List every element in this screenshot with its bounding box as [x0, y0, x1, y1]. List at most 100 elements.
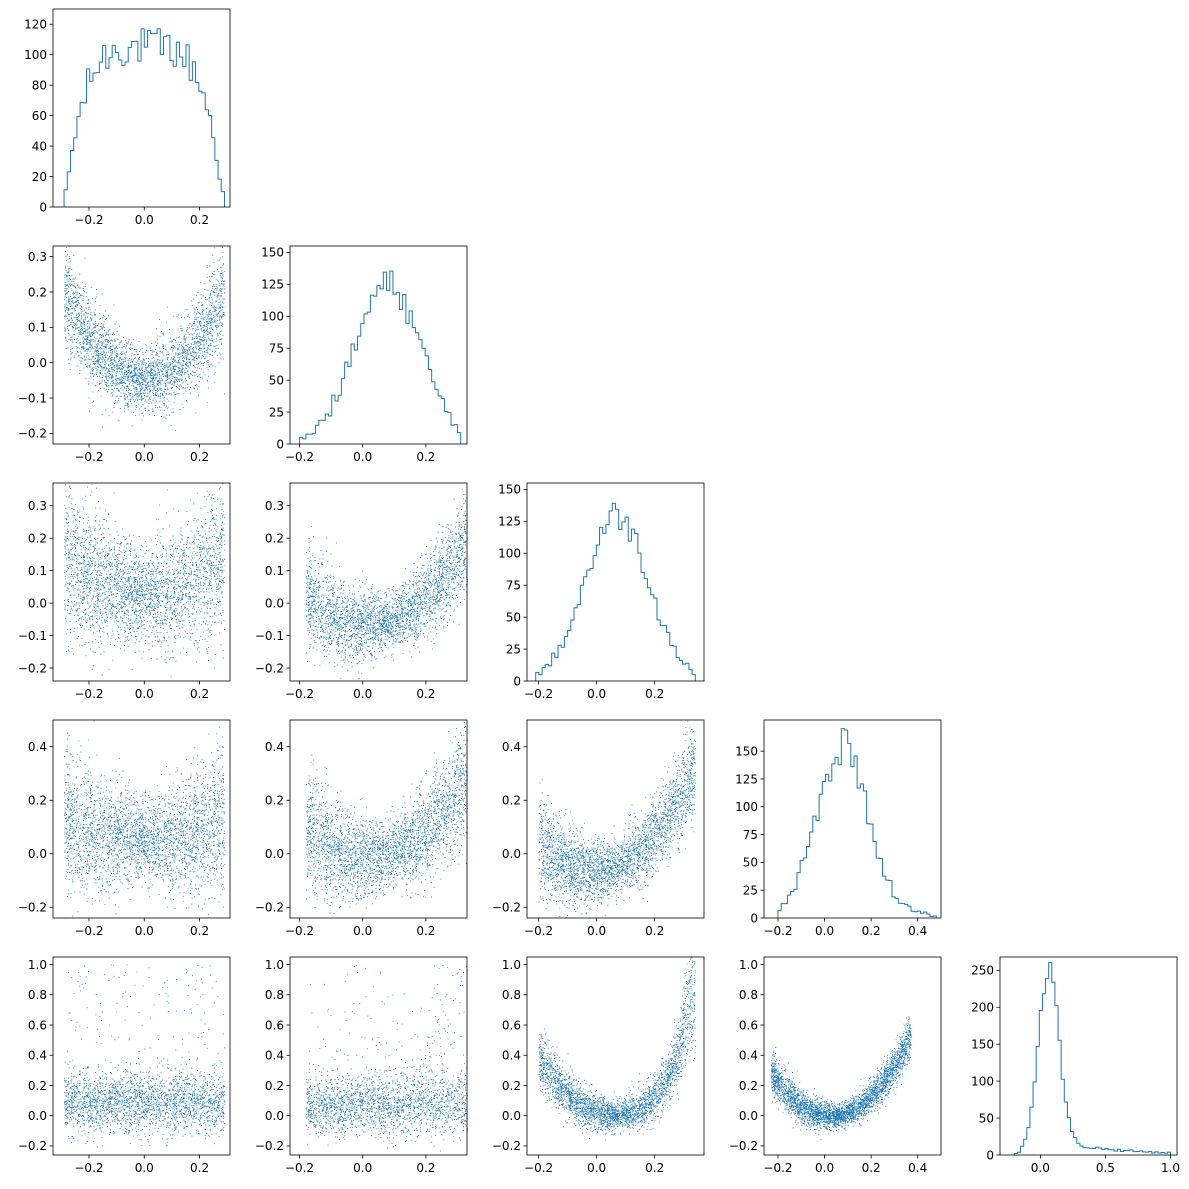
y-tick-label: 0	[39, 200, 47, 214]
y-tick-label: 150	[735, 744, 758, 758]
x-tick-label: −0.2	[285, 450, 314, 464]
y-tick-label: −0.2	[729, 1139, 758, 1153]
y-tick-label: 250	[971, 964, 994, 978]
scatter-points	[305, 965, 468, 1152]
y-tick-label: 100	[498, 547, 521, 561]
y-tick-label: −0.2	[255, 661, 284, 675]
y-tick-label: 0.1	[265, 564, 284, 578]
x-tick-label: −0.2	[285, 1161, 314, 1175]
x-tick-label: 0.0	[135, 450, 154, 464]
y-tick-label: 50	[979, 1111, 994, 1125]
scatter-panel-2-1: −0.2 0.0 0.2 −0.2 −0.1 0.0 0.1 0.2 0.3	[255, 482, 468, 701]
scatter-points	[64, 245, 226, 431]
y-tick-label: 0.2	[28, 1079, 47, 1093]
x-tick-label: 0.0	[1031, 1161, 1050, 1175]
y-tick-label: 100	[261, 310, 284, 324]
x-tick-label: 0.2	[190, 924, 209, 938]
y-tick-label: 0.6	[502, 1018, 521, 1032]
y-tick-label: 0.4	[502, 740, 521, 754]
x-tick-label: −0.2	[524, 1161, 553, 1175]
y-tick-label: 0.4	[739, 1049, 758, 1063]
y-tick-label: 0.4	[265, 740, 284, 754]
scatter-panel-4-2: −0.2 0.0 0.2 −0.2 0.0 0.2 0.4 0.6 0.8 1.0	[492, 956, 705, 1175]
y-tick-label: 0.0	[265, 596, 284, 610]
y-tick-label: −0.1	[18, 629, 47, 643]
y-tick-label: −0.2	[255, 1139, 284, 1153]
y-tick-label: 100	[971, 1074, 994, 1088]
histogram-panel-4-4: 0.0 0.5 1.0 0 50 100 150 200 250	[971, 956, 1180, 1175]
scatter-points	[64, 483, 226, 678]
y-tick-label: 25	[269, 405, 284, 419]
x-tick-label: 0.4	[908, 1161, 927, 1175]
histogram-step-line	[777, 728, 937, 918]
scatter-points	[538, 956, 696, 1141]
y-tick-label: 0.0	[28, 1109, 47, 1123]
scatter-panel-4-1: −0.2 0.0 0.2 −0.2 0.0 0.2 0.4 0.6 0.8 1.0	[255, 956, 468, 1175]
y-tick-label: 0.2	[502, 794, 521, 808]
y-tick-label: 0.2	[265, 794, 284, 808]
x-tick-label: 0.0	[353, 450, 372, 464]
x-tick-label: 0.0	[353, 924, 372, 938]
axes-frame	[289, 482, 468, 682]
y-tick-label: 0.6	[28, 1018, 47, 1032]
x-tick-label: 0.2	[190, 450, 209, 464]
scatter-points	[305, 488, 468, 679]
x-tick-label: 0.0	[135, 924, 154, 938]
histogram-step-line	[535, 502, 696, 681]
y-tick-label: 0.1	[28, 564, 47, 578]
y-tick-label: 75	[269, 341, 284, 355]
histogram-panel-0-0: −0.2 0.0 0.2 0 20 40 60 80 100 120	[24, 8, 231, 227]
histogram-panel-1-1: −0.2 0.0 0.2 0 25 50 75 100 125 150	[261, 245, 468, 464]
y-tick-label: 0.2	[502, 1079, 521, 1093]
y-tick-label: 0	[276, 437, 284, 451]
axes-frame	[52, 719, 231, 919]
axes-frame	[526, 956, 705, 1156]
axes-frame	[526, 719, 705, 919]
y-tick-label: 0.0	[739, 1109, 758, 1123]
x-tick-label: 0.2	[190, 1161, 209, 1175]
y-tick-label: 0.0	[28, 596, 47, 610]
axes-frame	[289, 245, 468, 445]
y-tick-label: 150	[261, 246, 284, 260]
y-tick-label: 1.0	[265, 958, 284, 972]
y-tick-label: 0.4	[28, 1049, 47, 1063]
x-tick-label: 0.2	[645, 687, 664, 701]
y-tick-label: 0.2	[28, 531, 47, 545]
y-tick-label: 0.3	[265, 499, 284, 513]
scatter-panel-4-0: −0.2 0.0 0.2 −0.2 0.0 0.2 0.4 0.6 0.8 1.0	[18, 956, 231, 1175]
x-tick-label: −0.2	[763, 1161, 792, 1175]
x-tick-label: 0.0	[353, 1161, 372, 1175]
axes-frame	[289, 719, 468, 919]
scatter-panel-1-0: −0.2 0.0 0.2 −0.2 −0.1 0.0 0.1 0.2 0.3	[18, 245, 231, 464]
y-tick-label: 1.0	[502, 958, 521, 972]
x-tick-label: 0.0	[587, 687, 606, 701]
y-tick-label: 50	[506, 610, 521, 624]
histogram-panel-3-3: −0.2 0.0 0.2 0.4 0 25 50 75 100 125 150	[735, 719, 942, 938]
y-tick-label: 0.3	[28, 499, 47, 513]
y-tick-label: 50	[269, 373, 284, 387]
x-tick-label: 0.2	[862, 1161, 881, 1175]
y-tick-label: 120	[24, 18, 47, 32]
y-tick-label: −0.1	[18, 391, 47, 405]
x-tick-label: 0.0	[587, 1161, 606, 1175]
x-tick-label: 0.0	[587, 924, 606, 938]
scatter-points	[64, 720, 226, 919]
y-tick-label: 125	[498, 515, 521, 529]
y-tick-label: 0.2	[265, 531, 284, 545]
scatter-panel-4-3: −0.2 0.0 0.2 0.4 −0.2 0.0 0.2 0.4 0.6 0.8 1.0	[729, 956, 942, 1175]
y-tick-label: 0.2	[265, 1079, 284, 1093]
y-tick-label: 125	[261, 278, 284, 292]
x-tick-label: 0.2	[862, 924, 881, 938]
y-tick-label: 0.2	[28, 285, 47, 299]
y-tick-label: 0.0	[502, 847, 521, 861]
x-tick-label: −0.2	[74, 1161, 103, 1175]
axes-frame	[763, 956, 942, 1156]
y-tick-label: 0.2	[739, 1079, 758, 1093]
y-tick-label: 25	[506, 642, 521, 656]
axes-frame	[763, 719, 942, 919]
y-tick-label: 0	[750, 911, 758, 925]
scatter-points	[305, 721, 468, 914]
y-tick-label: 0.4	[502, 1049, 521, 1063]
y-tick-label: 20	[32, 170, 47, 184]
y-tick-label: 0.0	[265, 847, 284, 861]
